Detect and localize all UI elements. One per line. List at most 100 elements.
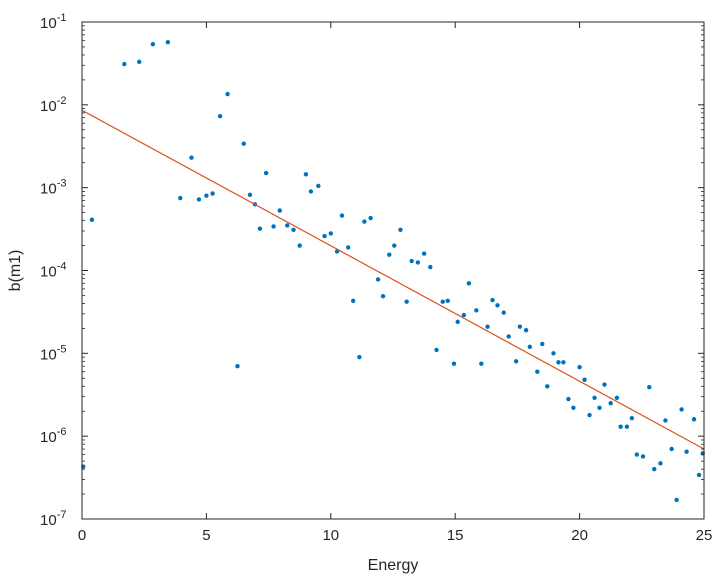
data-point bbox=[602, 382, 607, 387]
data-point bbox=[241, 141, 246, 146]
data-point bbox=[513, 359, 519, 364]
y-tick-label: 10-6 bbox=[40, 426, 66, 446]
data-point bbox=[592, 395, 597, 401]
data-point bbox=[577, 365, 582, 370]
data-point bbox=[634, 452, 640, 457]
data-point bbox=[346, 245, 351, 250]
plot-area bbox=[82, 22, 704, 519]
data-point bbox=[322, 233, 327, 239]
data-point bbox=[375, 277, 381, 282]
data-point bbox=[658, 461, 663, 466]
data-point bbox=[474, 308, 479, 313]
data-point bbox=[247, 192, 253, 198]
data-point bbox=[257, 226, 263, 231]
fit-line bbox=[82, 109, 704, 450]
data-point bbox=[506, 334, 511, 339]
data-point bbox=[387, 252, 392, 257]
data-point bbox=[551, 351, 556, 356]
data-point bbox=[663, 418, 668, 423]
data-point bbox=[409, 258, 414, 264]
x-tick-label: 0 bbox=[78, 527, 86, 544]
data-point bbox=[566, 396, 571, 402]
data-marks bbox=[81, 40, 705, 503]
data-point bbox=[285, 223, 290, 228]
data-point bbox=[501, 310, 506, 315]
x-tick-label: 15 bbox=[447, 527, 464, 544]
x-tick-label: 20 bbox=[571, 527, 588, 544]
data-point bbox=[165, 40, 171, 45]
data-point bbox=[624, 424, 630, 429]
y-tick-label: 10-2 bbox=[40, 95, 66, 115]
data-point bbox=[582, 377, 587, 382]
data-point bbox=[189, 155, 194, 160]
data-point bbox=[89, 217, 95, 222]
data-point bbox=[455, 319, 460, 325]
data-point bbox=[535, 369, 540, 374]
data-point bbox=[210, 191, 215, 196]
data-point bbox=[225, 91, 230, 97]
axes: 0 5 10 15 20 25 10-7 10-6 10-5 10-4 10-3 10-2 10-1 bbox=[40, 12, 712, 544]
data-point bbox=[527, 344, 533, 349]
data-point bbox=[362, 219, 367, 224]
data-point bbox=[217, 113, 223, 119]
data-point bbox=[545, 384, 550, 389]
data-point bbox=[392, 243, 397, 248]
x-axis-label: Energy bbox=[368, 557, 419, 574]
data-point bbox=[398, 227, 403, 232]
data-point bbox=[415, 260, 421, 265]
data-point bbox=[421, 251, 427, 256]
data-point bbox=[490, 297, 495, 303]
data-point bbox=[308, 189, 314, 194]
data-point bbox=[696, 472, 702, 478]
y-tick-label: 10-5 bbox=[40, 343, 66, 363]
data-point bbox=[204, 193, 209, 198]
data-point bbox=[461, 312, 467, 318]
x-tick-label: 25 bbox=[696, 527, 713, 544]
y-tick-label: 10-3 bbox=[40, 178, 66, 198]
data-point bbox=[451, 361, 457, 366]
data-point bbox=[440, 299, 445, 304]
data-point bbox=[618, 424, 623, 429]
y-tick-label: 10-7 bbox=[40, 509, 66, 529]
data-point bbox=[137, 59, 142, 65]
data-point bbox=[495, 303, 500, 308]
data-point bbox=[122, 61, 127, 67]
data-point bbox=[614, 395, 620, 401]
data-point bbox=[608, 401, 613, 406]
data-point bbox=[587, 412, 592, 418]
data-point bbox=[291, 227, 296, 232]
data-point bbox=[196, 197, 202, 202]
data-point bbox=[404, 299, 409, 304]
y-tick-label: 10-1 bbox=[40, 12, 66, 32]
data-point bbox=[561, 360, 566, 365]
x-tick-label: 10 bbox=[322, 527, 339, 544]
data-point bbox=[640, 454, 646, 459]
y-tick-label: 10-4 bbox=[40, 261, 66, 281]
data-point bbox=[368, 215, 373, 221]
data-point bbox=[691, 417, 697, 422]
plot-background bbox=[82, 22, 704, 519]
data-point bbox=[277, 208, 282, 213]
data-point bbox=[328, 231, 333, 236]
data-point bbox=[434, 347, 439, 353]
data-point bbox=[339, 213, 345, 218]
data-point bbox=[316, 183, 321, 189]
data-point bbox=[271, 224, 276, 229]
data-point bbox=[629, 415, 635, 421]
data-point bbox=[674, 497, 679, 503]
data-point bbox=[466, 281, 472, 286]
data-point bbox=[445, 298, 450, 304]
data-point bbox=[303, 172, 309, 177]
data-point bbox=[178, 195, 183, 201]
data-point bbox=[428, 264, 433, 270]
x-tick-label: 5 bbox=[202, 527, 210, 544]
data-point bbox=[380, 293, 386, 299]
data-point bbox=[517, 324, 523, 329]
data-point bbox=[540, 341, 545, 347]
data-point bbox=[150, 41, 156, 47]
data-point bbox=[523, 328, 529, 333]
data-point bbox=[679, 407, 684, 412]
data-point bbox=[597, 405, 602, 410]
data-point bbox=[647, 385, 652, 390]
